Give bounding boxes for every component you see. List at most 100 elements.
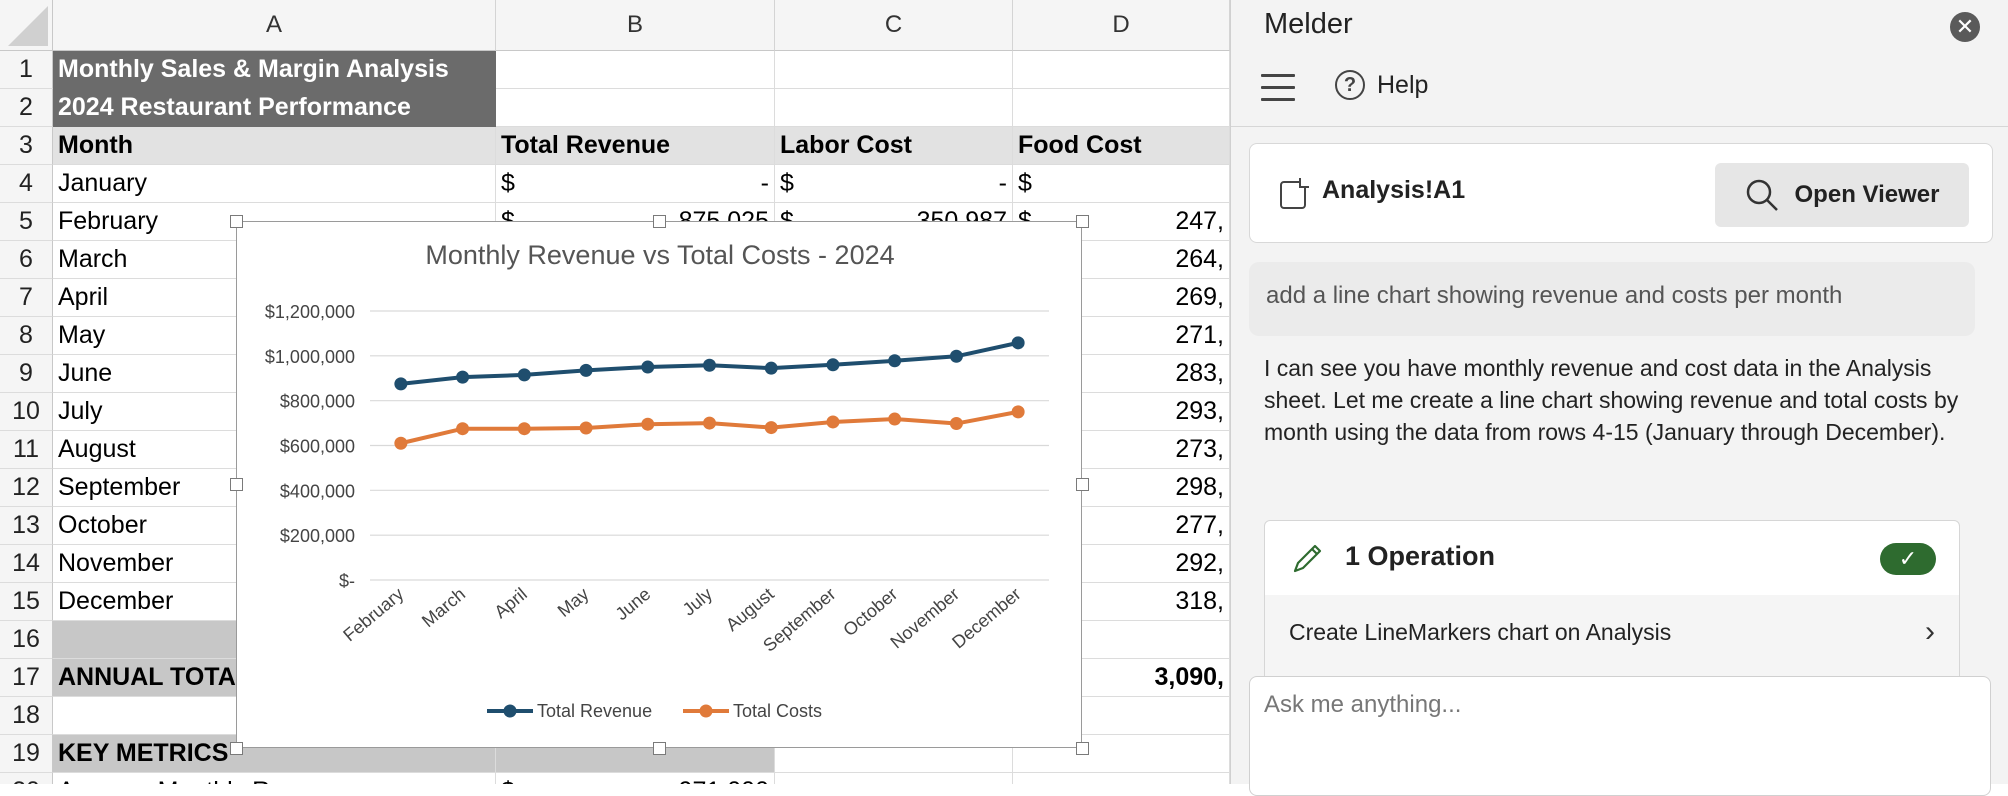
- legend-marker: [699, 704, 713, 718]
- row-header[interactable]: 3: [0, 127, 53, 165]
- row-header[interactable]: 5: [0, 203, 53, 241]
- cell-d[interactable]: 277,: [1013, 507, 1230, 545]
- column-header-c[interactable]: C: [775, 0, 1013, 51]
- cell-d[interactable]: 293,: [1013, 393, 1230, 431]
- open-viewer-button[interactable]: Open Viewer: [1715, 163, 1969, 227]
- x-tick-label: December: [948, 584, 1024, 653]
- chart-resize-handle[interactable]: [1076, 478, 1089, 491]
- y-tick-label: $400,000: [280, 481, 355, 501]
- y-tick-label: $600,000: [280, 437, 355, 457]
- row-header[interactable]: 10: [0, 393, 53, 431]
- check-icon: ✓: [1880, 543, 1936, 575]
- chart-resize-handle[interactable]: [653, 742, 666, 755]
- cell-a[interactable]: Month: [53, 127, 496, 165]
- y-tick-label: $-: [339, 571, 355, 591]
- cell-d[interactable]: [1013, 773, 1230, 784]
- cell-b[interactable]: [496, 89, 775, 127]
- legend-marker: [503, 704, 517, 718]
- cell-a[interactable]: January: [53, 165, 496, 203]
- cell-a[interactable]: Average Monthly Revenue: [53, 773, 496, 784]
- row-header[interactable]: 17: [0, 659, 53, 697]
- chart-resize-handle[interactable]: [653, 215, 666, 228]
- cell-d[interactable]: 264,: [1013, 241, 1230, 279]
- cell-a[interactable]: 2024 Restaurant Performance: [53, 89, 496, 127]
- cell-d[interactable]: $: [1013, 165, 1230, 203]
- cell-c[interactable]: $ -: [775, 165, 1013, 203]
- cell-d[interactable]: [1013, 735, 1230, 773]
- sheet-row: 1 Monthly Sales & Margin Analysis: [0, 51, 1230, 89]
- chat-input[interactable]: Ask me anything...: [1249, 676, 1991, 796]
- cell-b[interactable]: $971,000: [496, 773, 775, 784]
- data-point: [764, 421, 778, 435]
- cell-d[interactable]: 318,: [1013, 583, 1230, 621]
- spreadsheet-grid[interactable]: A B C D 1 Monthly Sales & Margin Analysis…: [0, 0, 1230, 784]
- chart-resize-handle[interactable]: [230, 742, 243, 755]
- hamburger-menu-icon[interactable]: [1261, 74, 1295, 102]
- cell-d[interactable]: 3,090,: [1013, 659, 1230, 697]
- pencil-icon: [1293, 544, 1322, 573]
- cell-a[interactable]: Monthly Sales & Margin Analysis: [53, 51, 496, 89]
- cell-b[interactable]: Total Revenue: [496, 127, 775, 165]
- close-icon[interactable]: ✕: [1950, 12, 1980, 42]
- row-header[interactable]: 16: [0, 621, 53, 659]
- cell-d[interactable]: 269,: [1013, 279, 1230, 317]
- cell-d[interactable]: 273,: [1013, 431, 1230, 469]
- x-tick-label: March: [418, 584, 469, 631]
- cell-d[interactable]: 298,: [1013, 469, 1230, 507]
- data-point: [1011, 336, 1025, 350]
- cell-b[interactable]: [496, 51, 775, 89]
- help-button[interactable]: ? Help: [1335, 70, 1428, 100]
- row-header[interactable]: 6: [0, 241, 53, 279]
- cell-d[interactable]: 292,: [1013, 545, 1230, 583]
- cell-d[interactable]: 283,: [1013, 355, 1230, 393]
- line-chart[interactable]: Monthly Revenue vs Total Costs - 2024 $- $…: [236, 221, 1082, 748]
- row-header[interactable]: 12: [0, 469, 53, 507]
- user-message: add a line chart showing revenue and cos…: [1249, 262, 1975, 336]
- operation-item[interactable]: Create LineMarkers chart on Analysis ›: [1265, 595, 1959, 689]
- row-header[interactable]: 4: [0, 165, 53, 203]
- row-header[interactable]: 11: [0, 431, 53, 469]
- chart-resize-handle[interactable]: [230, 215, 243, 228]
- column-header-b[interactable]: B: [496, 0, 775, 51]
- row-header[interactable]: 13: [0, 507, 53, 545]
- y-tick-label: $200,000: [280, 526, 355, 546]
- x-tick-label: June: [612, 584, 655, 624]
- cell-value: -: [760, 169, 769, 197]
- chevron-right-icon: ›: [1925, 615, 1935, 648]
- row-header[interactable]: 1: [0, 51, 53, 89]
- row-header[interactable]: 15: [0, 583, 53, 621]
- cell-c[interactable]: Labor Cost: [775, 127, 1013, 165]
- row-header[interactable]: 2: [0, 89, 53, 127]
- column-header-a[interactable]: A: [53, 0, 496, 51]
- chart-resize-handle[interactable]: [230, 478, 243, 491]
- cell-d[interactable]: [1013, 697, 1230, 735]
- row-header[interactable]: 8: [0, 317, 53, 355]
- row-header[interactable]: 7: [0, 279, 53, 317]
- operation-header[interactable]: 1 Operation ✓: [1265, 521, 1959, 596]
- open-viewer-label: Open Viewer: [1794, 181, 1940, 208]
- cell-d[interactable]: [1013, 89, 1230, 127]
- row-header[interactable]: 18: [0, 697, 53, 735]
- row-header[interactable]: 14: [0, 545, 53, 583]
- cell-c[interactable]: [775, 735, 1013, 773]
- chart-resize-handle[interactable]: [1076, 215, 1089, 228]
- data-point: [888, 354, 902, 368]
- cell-c[interactable]: [775, 89, 1013, 127]
- row-header[interactable]: 9: [0, 355, 53, 393]
- row-header[interactable]: 19: [0, 735, 53, 773]
- cell-c[interactable]: [775, 773, 1013, 784]
- chart-resize-handle[interactable]: [1076, 742, 1089, 755]
- sheet-row: 3 Month Total Revenue Labor Cost Food Cost: [0, 127, 1230, 165]
- operation-card: 1 Operation ✓ Create LineMarkers chart o…: [1264, 520, 1960, 690]
- cell-d[interactable]: Food Cost: [1013, 127, 1230, 165]
- help-label: Help: [1377, 70, 1429, 99]
- row-header[interactable]: 20: [0, 773, 53, 784]
- pane-title: Melder: [1264, 8, 1353, 40]
- column-header-d[interactable]: D: [1013, 0, 1230, 51]
- select-all-corner[interactable]: [0, 0, 53, 51]
- cell-d[interactable]: 271,: [1013, 317, 1230, 355]
- cell-c[interactable]: [775, 51, 1013, 89]
- cell-b[interactable]: $ -: [496, 165, 775, 203]
- cell-d[interactable]: [1013, 51, 1230, 89]
- cell-d[interactable]: [1013, 621, 1230, 659]
